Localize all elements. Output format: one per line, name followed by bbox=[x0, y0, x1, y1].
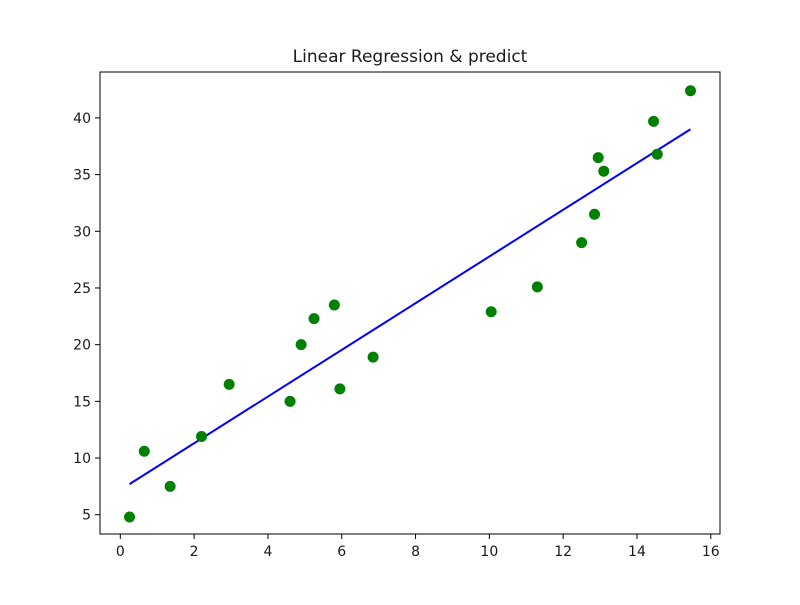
y-tick-label: 25 bbox=[73, 281, 91, 297]
x-tick-label: 8 bbox=[411, 544, 420, 560]
data-point bbox=[328, 299, 340, 311]
data-point bbox=[138, 445, 150, 457]
x-tick-label: 12 bbox=[554, 544, 572, 560]
x-tick-label: 10 bbox=[480, 544, 498, 560]
y-axis: 5 10 15 20 25 30 35 40 bbox=[73, 111, 100, 524]
y-tick-label: 5 bbox=[82, 508, 91, 524]
data-point bbox=[195, 431, 207, 442]
y-tick-label: 15 bbox=[73, 394, 91, 410]
y-tick-label: 10 bbox=[73, 451, 91, 467]
x-tick-label: 6 bbox=[337, 544, 346, 560]
data-point bbox=[223, 378, 235, 390]
data-point bbox=[531, 281, 543, 293]
x-axis: 0 2 4 6 8 10 12 14 16 bbox=[116, 534, 720, 560]
data-point bbox=[334, 383, 346, 395]
data-point bbox=[651, 148, 663, 160]
y-tick-label: 20 bbox=[73, 338, 91, 354]
plot-area bbox=[124, 85, 696, 523]
y-tick-label: 30 bbox=[73, 224, 91, 240]
data-point bbox=[124, 511, 136, 523]
data-point bbox=[308, 313, 320, 325]
y-tick-label: 35 bbox=[73, 168, 91, 184]
x-tick-label: 16 bbox=[702, 544, 720, 560]
x-tick-label: 4 bbox=[263, 544, 272, 560]
data-point bbox=[648, 115, 660, 127]
data-point bbox=[576, 237, 588, 249]
data-point bbox=[589, 208, 601, 220]
data-point bbox=[164, 480, 176, 492]
data-point bbox=[592, 152, 604, 164]
x-tick-label: 0 bbox=[116, 544, 125, 560]
data-point bbox=[367, 351, 379, 363]
x-tick-label: 2 bbox=[190, 544, 199, 560]
y-tick-label: 40 bbox=[73, 111, 91, 127]
chart-title: Linear Regression & predict bbox=[293, 47, 528, 67]
data-point bbox=[684, 85, 696, 97]
x-tick-label: 14 bbox=[628, 544, 646, 560]
data-point bbox=[284, 395, 296, 407]
axes-frame bbox=[99, 71, 721, 535]
regression-line bbox=[128, 128, 692, 485]
data-point bbox=[598, 165, 610, 177]
data-point bbox=[295, 339, 307, 351]
data-point bbox=[485, 306, 497, 318]
